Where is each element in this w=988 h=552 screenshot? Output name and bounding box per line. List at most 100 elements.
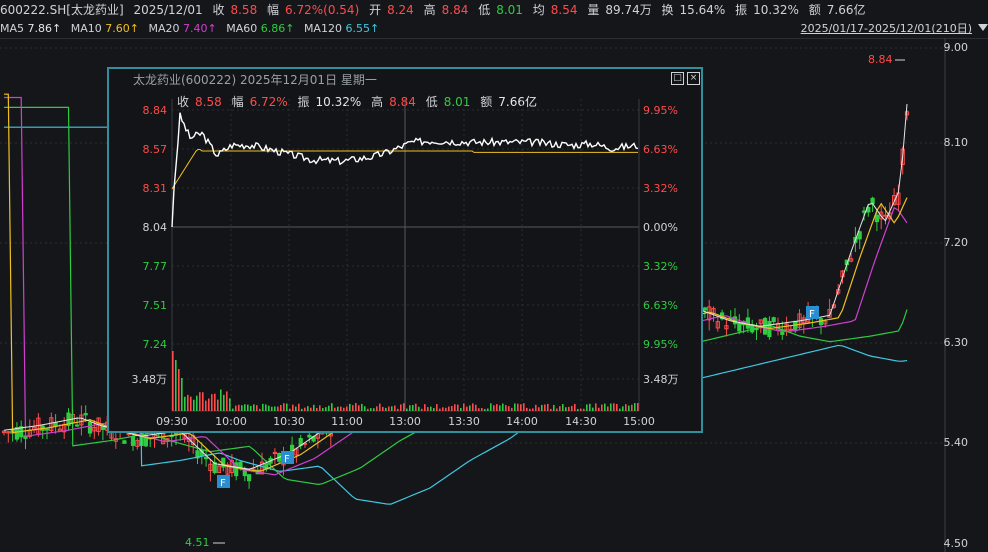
volume-bar — [352, 405, 354, 411]
candle-body — [186, 436, 192, 442]
volume-bar — [547, 403, 549, 411]
volume-bar — [211, 394, 213, 411]
ma20-label: MA20 7.40↑ — [148, 22, 217, 35]
volume-bar — [475, 404, 477, 411]
volume-bar — [565, 407, 567, 411]
time-tick: 13:30 — [448, 415, 480, 428]
volume-bar — [514, 403, 516, 411]
candle-body — [14, 427, 20, 440]
candle-body — [874, 214, 879, 223]
volume-bar — [340, 406, 342, 411]
volume-bar — [487, 408, 489, 411]
volume-bar — [517, 403, 519, 411]
open-value: 8.24 — [387, 3, 414, 17]
volume-bar — [490, 403, 492, 411]
candle-body — [788, 328, 793, 331]
amount-label: 额 — [808, 3, 821, 17]
volume-bar — [532, 408, 534, 411]
volume-bar — [454, 404, 456, 411]
volume-bar — [610, 403, 612, 411]
volume-tick: 3.48万 — [643, 373, 679, 386]
volume-bar — [271, 406, 273, 411]
f-badge[interactable]: F — [281, 451, 294, 465]
right-pct-tick: 3.32% — [643, 260, 678, 273]
volume-bar — [421, 408, 423, 411]
candle-body — [49, 417, 54, 431]
chevron-down-icon[interactable] — [978, 24, 988, 31]
volume-tick: 3.48万 — [132, 373, 168, 386]
volume-bar — [637, 403, 639, 411]
f-badge[interactable]: F — [217, 475, 230, 489]
volume-label: 量 — [587, 3, 600, 17]
avg-value: 8.54 — [550, 3, 578, 17]
volume-bar — [319, 405, 321, 411]
candle-body — [247, 474, 252, 482]
volume-bar — [466, 406, 468, 411]
candle-body — [892, 195, 897, 206]
volume-bar — [292, 404, 294, 411]
popup-close-label: 收 — [177, 95, 190, 109]
volume-bar — [463, 403, 465, 411]
restore-icon[interactable]: □ — [671, 72, 684, 85]
candle-body — [904, 111, 910, 116]
volume-bar — [481, 407, 483, 411]
candle-body — [122, 440, 127, 444]
left-price-tick: 8.04 — [143, 221, 168, 234]
candle-body — [793, 320, 798, 332]
volume-bar — [622, 406, 624, 411]
volume-bar — [535, 404, 537, 411]
volume-bar — [388, 406, 390, 411]
candle-body — [79, 414, 84, 426]
volume-bar — [571, 405, 573, 411]
date-range-selector[interactable]: 2025/01/17-2025/12/01(210日) — [800, 22, 972, 35]
time-tick: 14:00 — [506, 415, 538, 428]
volume-bar — [631, 404, 633, 411]
close-icon[interactable]: × — [687, 72, 700, 85]
candle-body — [208, 463, 213, 472]
candle-body — [702, 307, 707, 311]
volume-bar — [469, 405, 471, 411]
candle-body — [92, 426, 97, 432]
popup-low-label: 低 — [425, 95, 438, 109]
volume-bar — [232, 408, 234, 411]
volume-bar — [550, 408, 552, 411]
volume-bar — [322, 407, 324, 411]
symbol-label[interactable]: 600222.SH[太龙药业] — [0, 3, 124, 17]
ma60-label: MA60 6.86↑ — [226, 22, 295, 35]
volume-bar — [190, 396, 192, 411]
volume-bar — [460, 408, 462, 411]
volume-bar — [208, 398, 210, 411]
candle-body — [87, 422, 93, 434]
volume-bar — [298, 403, 300, 411]
f-badge[interactable]: F — [806, 306, 819, 320]
volume-bar — [556, 408, 558, 411]
volume-bar — [223, 394, 225, 411]
volume-bar — [370, 408, 372, 411]
volume-bar — [592, 407, 594, 411]
candle-body — [195, 450, 200, 459]
candle-body — [259, 461, 265, 475]
left-price-tick: 8.57 — [143, 143, 168, 156]
volume-bar — [265, 404, 267, 411]
volume-bar — [202, 392, 204, 411]
candle-body — [234, 462, 239, 477]
popup-title: 太龙药业(600222) 2025年12月01日 星期一 — [133, 73, 377, 87]
candle-body — [75, 424, 80, 427]
intraday-chart: 8.84 8.57 8.31 8.04 7.77 7.51 7.24 9.95% 6.63% 3.… — [132, 99, 679, 428]
volume-bar — [250, 406, 252, 411]
time-tick: 14:30 — [565, 415, 597, 428]
volume-bar — [634, 403, 636, 411]
volume-bar — [625, 404, 627, 411]
right-pct-tick: 6.63% — [643, 143, 678, 156]
popup-amount-label: 额 — [480, 95, 493, 109]
volume-bar — [430, 406, 432, 411]
candle-body — [57, 428, 62, 432]
volume-bar — [601, 404, 603, 411]
intraday-popup[interactable]: 太龙药业(600222) 2025年12月01日 星期一 □ × 收 8.58 幅… — [107, 67, 703, 433]
volume-bar — [385, 407, 387, 411]
volume-bar — [268, 405, 270, 411]
time-tick: 10:30 — [273, 415, 305, 428]
popup-change-label: 幅 — [231, 95, 244, 109]
volume-bar — [424, 404, 426, 411]
close-label: 收 — [212, 3, 225, 17]
